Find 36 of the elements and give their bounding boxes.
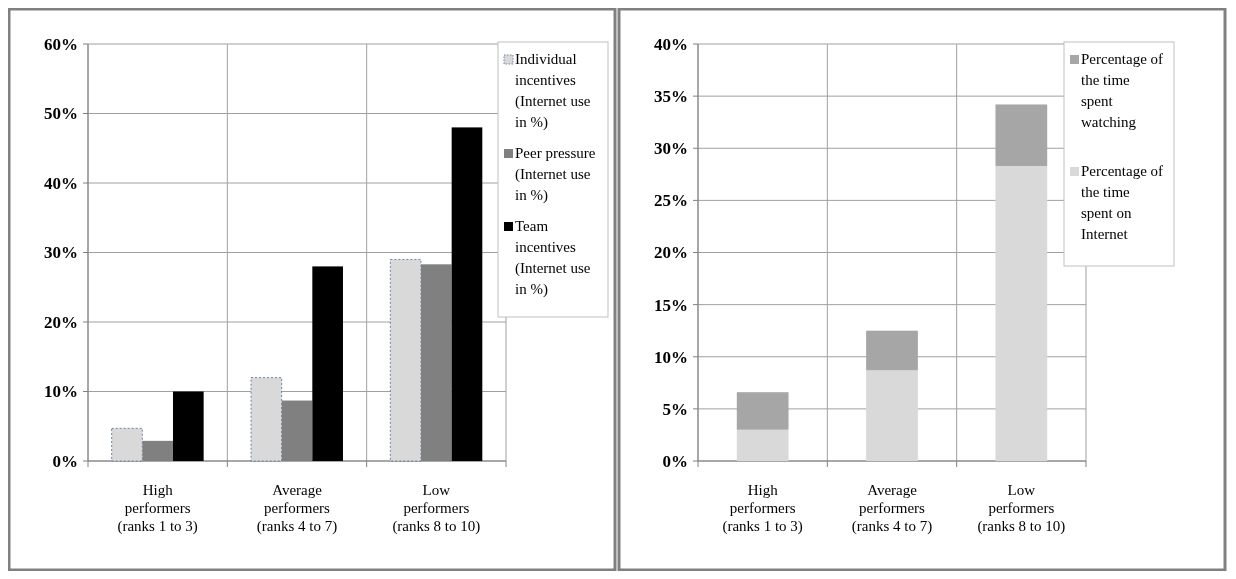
- legend-label: Peer pressure (Internet use in %): [515, 145, 596, 204]
- y-tick-label: 40%: [654, 34, 688, 54]
- y-tick-label: 60%: [44, 34, 78, 54]
- x-tick-label: Average performers (ranks 4 to 7): [256, 482, 338, 535]
- y-tick-label: 10%: [654, 347, 688, 367]
- legend-label: Team incentives (Internet use in %): [515, 218, 591, 298]
- y-tick-label: 10%: [44, 382, 78, 402]
- bar: [172, 391, 204, 461]
- x-tick-label: High performers (ranks 1 to 3): [722, 482, 803, 535]
- x-tick-label: Low performers (ranks 8 to 10): [392, 482, 481, 535]
- bar: [250, 377, 283, 462]
- bar: [389, 259, 422, 462]
- x-tick-label: High performers (ranks 1 to 3): [117, 482, 198, 535]
- y-tick-label: 30%: [44, 243, 78, 263]
- bar: [995, 165, 1048, 461]
- legend-label: Percentage of the time spent watching: [1081, 51, 1164, 130]
- y-tick-label: 25%: [654, 191, 688, 211]
- x-tick-label: Average performers (ranks 4 to 7): [851, 482, 933, 535]
- bar: [451, 127, 483, 461]
- y-tick-label: 0%: [52, 451, 78, 471]
- y-tick-label: 20%: [654, 243, 688, 263]
- y-tick-label: 20%: [44, 312, 78, 332]
- x-tick-label: Low performers (ranks 8 to 10): [977, 482, 1066, 535]
- y-tick-label: 15%: [654, 295, 688, 315]
- y-tick-label: 35%: [654, 87, 688, 107]
- y-tick-label: 30%: [654, 139, 688, 159]
- legend-label: Percentage of the time spent on Internet: [1081, 163, 1164, 242]
- y-tick-label: 5%: [662, 399, 688, 419]
- y-tick-label: 40%: [44, 173, 78, 193]
- bar: [866, 370, 918, 461]
- y-tick-label: 50%: [44, 104, 78, 124]
- bar: [736, 429, 789, 461]
- y-tick-label: 0%: [662, 451, 688, 471]
- legend-label: Individual incentives (Internet use in %): [515, 51, 591, 131]
- bar: [312, 266, 343, 461]
- bar: [111, 427, 143, 462]
